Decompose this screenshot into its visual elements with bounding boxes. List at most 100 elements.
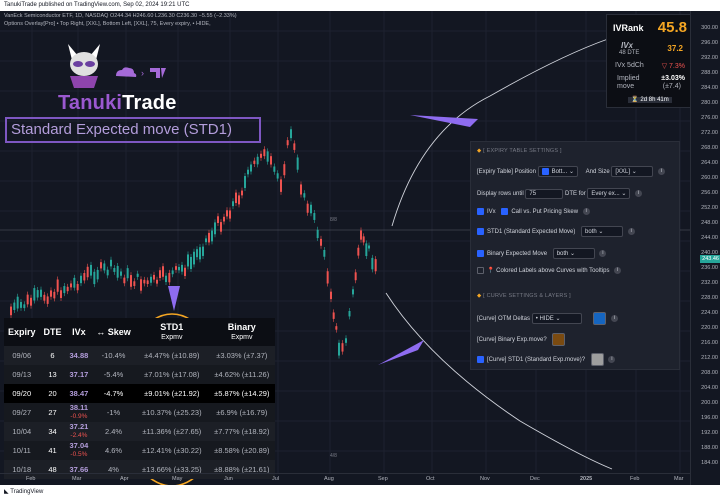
ivx-row: IVx 48 DTE 37.2 [611, 41, 689, 57]
annotation-4-8: 4/8 [330, 453, 337, 459]
ivrank-panel: IVRank 45.8 IVx 48 DTE 37.2 IVx 5dCh ▽ 7… [606, 14, 692, 108]
binary-checkbox[interactable] [477, 250, 484, 257]
price-tick-label: 300.00 [701, 25, 718, 31]
price-tick-label: 224.00 [701, 310, 718, 316]
std1-checkbox[interactable] [477, 228, 484, 235]
candle-body [280, 179, 282, 192]
info-icon[interactable]: i [614, 267, 622, 274]
candle-body [208, 232, 210, 243]
footer-text: TradingView [10, 489, 44, 495]
otm-select[interactable]: • HIDE ⌄ [531, 313, 582, 324]
size-select[interactable]: [XXL] ⌄ [611, 166, 654, 178]
info-icon[interactable]: i [658, 168, 666, 176]
implied-abs: (±7.4) [662, 83, 681, 90]
info-icon[interactable]: i [582, 208, 590, 215]
candle-body [220, 222, 222, 232]
candle-body [90, 264, 92, 276]
candle-body [273, 166, 276, 172]
candle-body [56, 279, 59, 292]
ivx5d-value: ▽ 7.3% [661, 63, 685, 70]
info-icon[interactable]: i [635, 190, 643, 197]
cell-dte: 6 [39, 346, 66, 365]
cell-binary: ±7.77% (±18.92) [208, 422, 275, 441]
candle-body [165, 275, 167, 283]
candle-body [23, 304, 26, 309]
display-rows-input[interactable]: 75 [525, 188, 564, 199]
cell-ivx-value: 37.17 [69, 369, 89, 379]
candle-body [50, 290, 52, 297]
candle-body [26, 294, 29, 305]
cell-skew: -4.7% [92, 384, 135, 403]
candle-body [16, 296, 19, 309]
time-tick-label: Sep [378, 476, 388, 482]
dte-for-select[interactable]: Every ex... ⌄ [587, 188, 631, 199]
cell-binary: ±5.87% (±14.29) [208, 384, 275, 403]
cell-ivx: 37.21 -2.4% [65, 422, 93, 441]
upper-curve [391, 38, 609, 227]
cloud-tv-icons: › [114, 64, 174, 85]
brand-part-1: Tanuki [58, 92, 123, 114]
cell-ivx: 37.04 -0.5% [66, 441, 93, 460]
cell-binary: ±8.88% (±21.61) [208, 460, 275, 479]
time-tick-label: Apr [120, 476, 129, 482]
price-tick-label: 220.00 [701, 325, 718, 331]
colored-labels-checkbox[interactable] [477, 267, 484, 274]
cell-binary: ±4.62% (±11.26) [214, 370, 270, 379]
candle-body [310, 204, 312, 214]
call-put-checkbox[interactable] [501, 208, 509, 215]
info-icon[interactable]: i [627, 228, 635, 235]
ivx-checkbox[interactable] [477, 208, 484, 215]
header-std1: STD1 Expmv [134, 318, 209, 346]
candle-body [159, 270, 161, 278]
std1-select[interactable]: both ⌄ [581, 226, 624, 237]
candle-body [120, 271, 122, 276]
otm-label: [Curve] OTM Deltas [477, 316, 531, 323]
binary-value: both [556, 251, 569, 257]
dte-for-label: DTE for [565, 191, 586, 198]
binary-select[interactable]: both ⌄ [552, 248, 595, 259]
cell-std1: ±12.41% (±30.22) [142, 446, 202, 455]
otm-color-swatch[interactable] [593, 312, 607, 325]
candle-body [300, 184, 302, 195]
settings-panel: ◆ [ EXPIRY TABLE SETTINGS ] [Expiry Tabl… [470, 141, 680, 370]
std1-curve-checkbox[interactable] [477, 356, 484, 363]
price-axis[interactable]: 300.00 296.00 292.00 288.00 284.00 280.00 276.… [690, 11, 720, 485]
candle-body [256, 156, 259, 165]
candle-body [338, 342, 340, 356]
cell-ivx: 34.88 [65, 346, 93, 365]
header-binary-title: Binary [227, 321, 256, 332]
candle-body [244, 176, 246, 188]
indicator-legend[interactable]: Options Overlay[Pro] • Top Right, [XXL],… [4, 21, 211, 27]
cell-expiry: 10/11 [12, 446, 31, 455]
cell-ivx-change: -0.5% [70, 451, 88, 458]
info-icon[interactable]: i [611, 315, 619, 322]
candle-body [106, 269, 109, 276]
cell-ivx-change: -2.4% [70, 432, 88, 439]
otm-value: • HIDE [535, 316, 554, 322]
cell-ivx: 38.11 -0.9% [66, 403, 93, 422]
info-icon[interactable]: i [608, 356, 616, 363]
ivx5d-row: IVx 5dCh ▽ 7.3% [611, 61, 689, 73]
binary-curve-label: [Curve] Binary Exp.move? [477, 337, 547, 344]
current-price-tag: 243.46 [700, 255, 720, 263]
std1-curve-swatch[interactable] [590, 353, 604, 366]
table-row: 09/20 20 38.47 -4.7% ±9.01% (±21.92) ±5.87% (… [4, 384, 275, 403]
price-tick-label: 240.00 [701, 250, 718, 256]
symbol-legend[interactable]: VanEck Semiconductor ETF, 1D, NASDAQ O24… [4, 13, 237, 19]
candle-body [130, 275, 132, 287]
candle-body [303, 193, 306, 198]
price-tick-label: 212.00 [701, 355, 718, 361]
candle-body [211, 230, 213, 242]
cell-std1: ±7.01% (±17.08) [144, 370, 200, 379]
published-text: TanukiTrade published on TradingView.com… [4, 2, 190, 8]
candle-body [263, 149, 266, 157]
info-icon[interactable]: i [599, 250, 607, 257]
arrow-down-std1 [168, 286, 180, 311]
binary-curve-swatch[interactable] [552, 333, 566, 346]
time-axis[interactable]: Feb Mar Apr May Jun Jul Aug Sep Oct Nov Dec 2025 Feb… [0, 473, 690, 486]
expiry-position-select[interactable]: Bott... ⌄ [537, 166, 578, 178]
cell-expiry: 10/18 [4, 460, 40, 479]
brand-name: TanukiTrade [58, 92, 177, 115]
candle-body [171, 270, 174, 275]
header-std1-sub: Expmv [161, 333, 183, 341]
